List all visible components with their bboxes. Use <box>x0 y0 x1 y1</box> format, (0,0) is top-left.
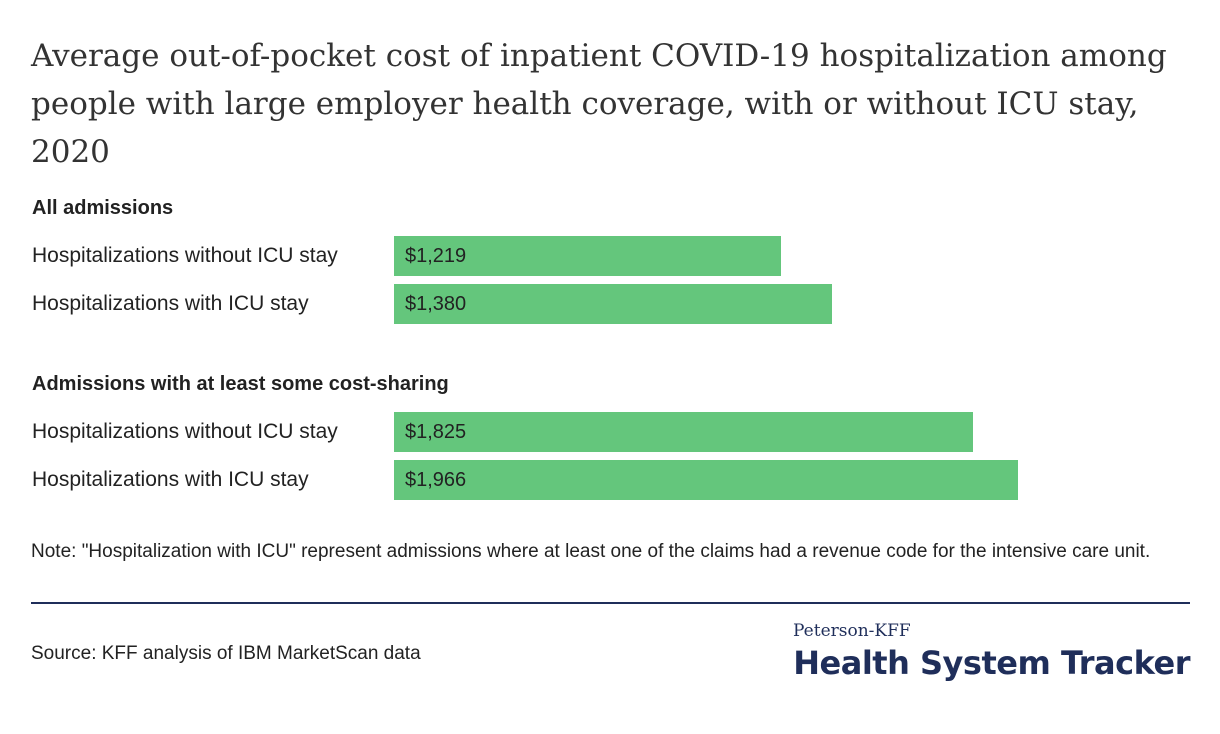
logo-org-name: Peterson-KFF <box>793 621 911 641</box>
bar-value-label: $1,219 <box>405 245 467 267</box>
chart-title: Average out-of-pocket cost of inpatient … <box>31 38 1167 170</box>
group-heading: Admissions with at least some cost-shari… <box>32 373 449 395</box>
bar: $1,825 <box>394 412 973 452</box>
bar-value-label: $1,825 <box>405 421 467 443</box>
bar: $1,380 <box>394 284 832 324</box>
bar: $1,966 <box>394 460 1018 500</box>
logo-tracker-name: Health System Tracker <box>793 644 1190 682</box>
group-heading: All admissions <box>32 197 174 219</box>
category-label: Hospitalizations without ICU stay <box>32 420 338 443</box>
bar: $1,219 <box>394 236 781 276</box>
bar-value-label: $1,966 <box>405 469 467 491</box>
category-label: Hospitalizations with ICU stay <box>32 292 309 315</box>
category-label: Hospitalizations without ICU stay <box>32 244 338 267</box>
chart-note: Note: "Hospitalization with ICU" represe… <box>31 541 1151 562</box>
bar-value-label: $1,380 <box>405 293 467 315</box>
footer-divider <box>31 602 1190 604</box>
source-text: Source: KFF analysis of IBM MarketScan d… <box>31 643 421 664</box>
category-label: Hospitalizations with ICU stay <box>32 468 309 491</box>
peterson-kff-logo[interactable]: Peterson-KFF Health System Tracker <box>790 621 1190 691</box>
